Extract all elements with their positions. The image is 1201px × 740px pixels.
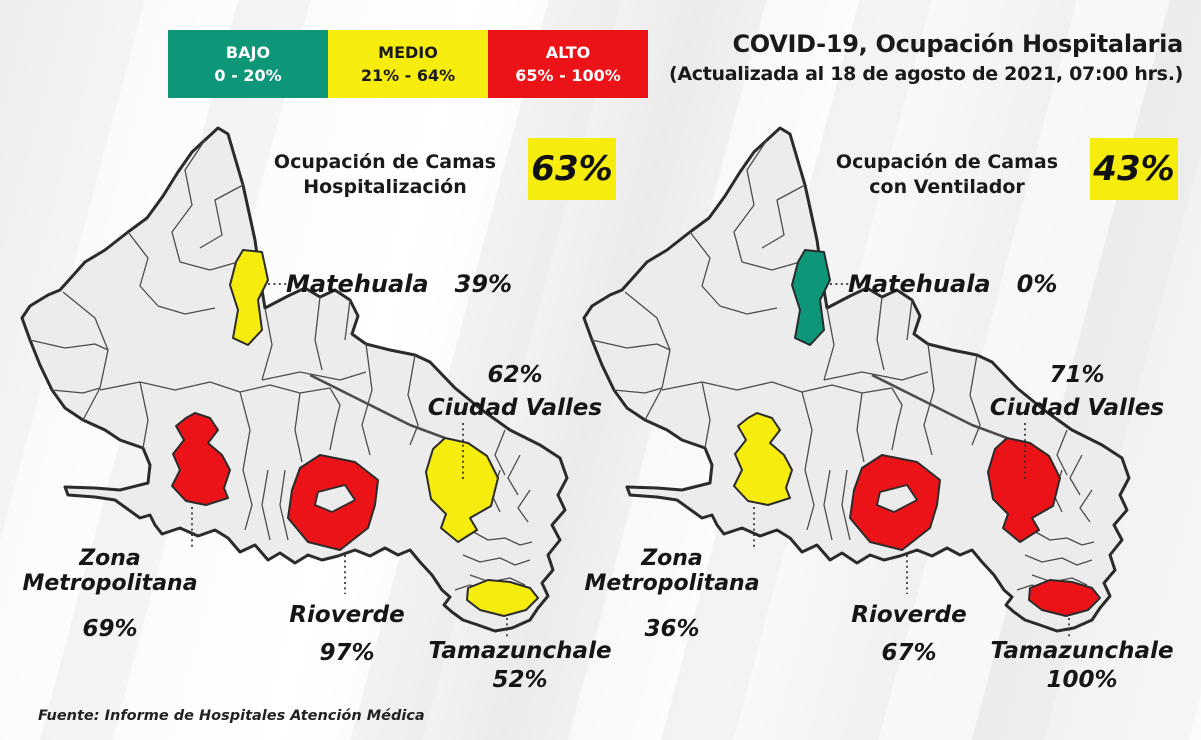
total-occupancy-badge: 63%: [528, 138, 616, 200]
region-name: Ciudad Valles: [989, 395, 1165, 421]
page-title-line2: (Actualizada al 18 de agosto de 2021, 07…: [669, 63, 1183, 85]
region-value: 69%: [82, 616, 138, 642]
region-value: 62%: [487, 362, 543, 388]
region-name: Rioverde: [289, 602, 405, 628]
page-title: COVID-19, Ocupación Hospitalaria (Actual…: [669, 30, 1183, 85]
label-tamazunchale: Tamazunchale 100%: [987, 638, 1177, 693]
total-occupancy-value: 63%: [531, 149, 613, 189]
map-panel-hospitalizacion: Ocupación de Camas Hospitalización 63% M…: [0, 110, 630, 740]
legend-range: 65% - 100%: [515, 66, 621, 85]
map-title-line1: Ocupación de Camas: [835, 151, 1059, 173]
legend-item-bajo: BAJO 0 - 20%: [168, 30, 328, 98]
legend-range: 21% - 64%: [360, 66, 456, 85]
label-ciudad-valles: 62% Ciudad Valles: [415, 362, 615, 421]
total-occupancy-badge: 43%: [1090, 138, 1178, 200]
map-title: Ocupación de Camas con Ventilador: [812, 150, 1082, 199]
map-title: Ocupación de Camas Hospitalización: [250, 150, 520, 199]
region-name: Zona Metropolitana: [22, 546, 198, 596]
region-value: 52%: [492, 667, 548, 693]
label-zona-metropolitana: Zona Metropolitana 36%: [556, 546, 788, 642]
region-value: 36%: [644, 616, 700, 642]
region-value: 97%: [319, 640, 375, 666]
legend-label: BAJO: [225, 42, 271, 62]
page-title-line1: COVID-19, Ocupación Hospitalaria: [732, 30, 1183, 58]
region-value: 39%: [454, 270, 513, 298]
label-rioverde: Rioverde 97%: [267, 602, 427, 666]
map-panel-ventilador: Ocupación de Camas con Ventilador 43% Ma…: [562, 110, 1192, 740]
region-value: 100%: [1046, 667, 1118, 693]
region-name: Matehuala: [286, 270, 429, 298]
map-title-line2: Hospitalización: [303, 175, 467, 198]
label-tamazunchale: Tamazunchale 52%: [425, 638, 615, 693]
legend-item-medio: MEDIO 21% - 64%: [328, 30, 488, 98]
region-value: 0%: [1016, 270, 1058, 298]
total-occupancy-value: 43%: [1093, 149, 1175, 189]
region-name: Tamazunchale: [428, 638, 612, 664]
legend-item-alto: ALTO 65% - 100%: [488, 30, 648, 98]
label-matehuala: Matehuala 0%: [848, 270, 1057, 298]
legend-range: 0 - 20%: [214, 66, 282, 85]
region-name: Ciudad Valles: [427, 395, 603, 421]
region-value: 71%: [1049, 362, 1105, 388]
map-title-line2: con Ventilador: [869, 175, 1025, 198]
region-name: Tamazunchale: [990, 638, 1174, 664]
label-zona-metropolitana: Zona Metropolitana 69%: [0, 546, 226, 642]
occupancy-legend: BAJO 0 - 20% MEDIO 21% - 64% ALTO 65% - …: [168, 30, 648, 98]
label-ciudad-valles: 71% Ciudad Valles: [977, 362, 1177, 421]
map-title-line1: Ocupación de Camas: [273, 151, 497, 173]
legend-label: MEDIO: [378, 42, 438, 62]
region-name: Zona Metropolitana: [584, 546, 760, 596]
region-value: 67%: [881, 640, 937, 666]
legend-label: ALTO: [545, 42, 591, 62]
label-rioverde: Rioverde 67%: [829, 602, 989, 666]
source-note: Fuente: Informe de Hospitales Atención M…: [38, 708, 425, 724]
label-matehuala: Matehuala 39%: [286, 270, 512, 298]
region-name: Matehuala: [848, 270, 991, 298]
region-name: Rioverde: [851, 602, 967, 628]
